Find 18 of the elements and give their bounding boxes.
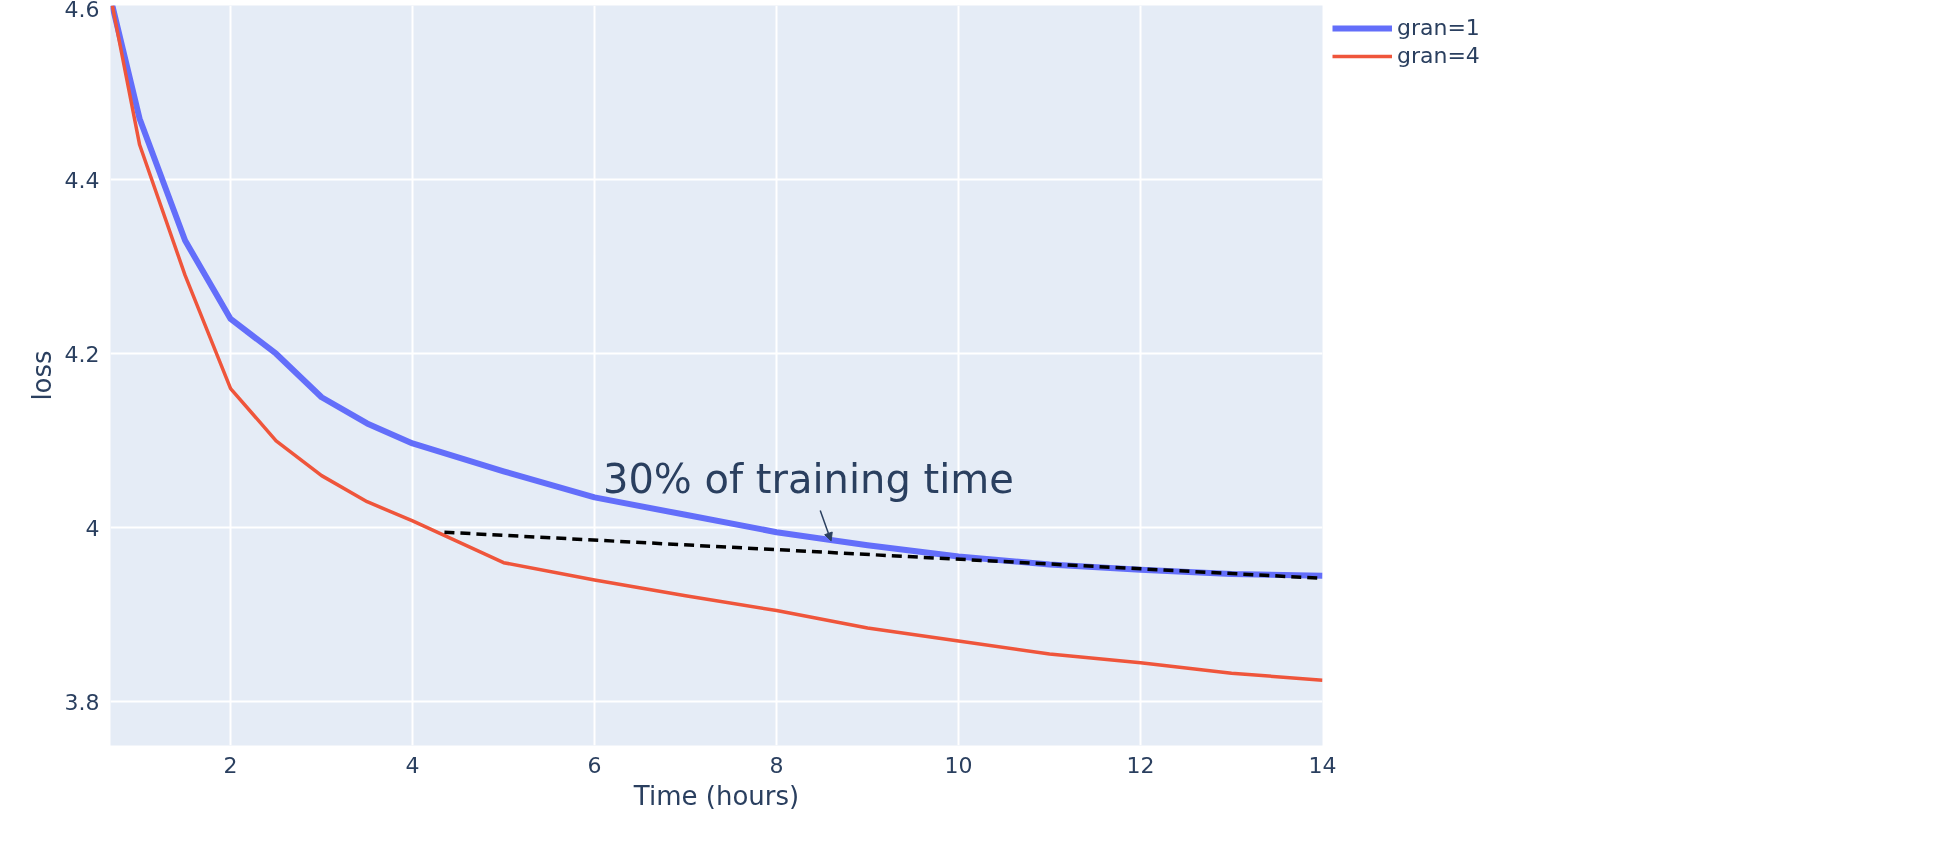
y-tick-label: 4.6 (64, 0, 100, 22)
line-series (110, 5, 1323, 682)
annotation: 30% of training time (602, 455, 1014, 502)
x-tick-label: 12 (1126, 752, 1155, 778)
y-tick-label: 4.2 (64, 341, 100, 367)
x-tick-label: 10 (944, 752, 973, 778)
y-axis-title: loss (26, 350, 57, 401)
x-tick-label: 2 (223, 752, 238, 778)
y-tick-label: 4.4 (64, 167, 100, 193)
legend-label: gran=1 (1397, 15, 1480, 40)
legend-label: gran=4 (1397, 43, 1480, 68)
y-tick-label: 4 (85, 515, 100, 541)
x-tick-label: 6 (587, 752, 602, 778)
x-tick-label: 4 (405, 752, 420, 778)
x-tick-label: 14 (1308, 752, 1337, 778)
x-tick-label: 8 (769, 752, 784, 778)
x-axis-title: Time (hours) (632, 780, 800, 811)
y-tick-label: 3.8 (64, 689, 100, 715)
